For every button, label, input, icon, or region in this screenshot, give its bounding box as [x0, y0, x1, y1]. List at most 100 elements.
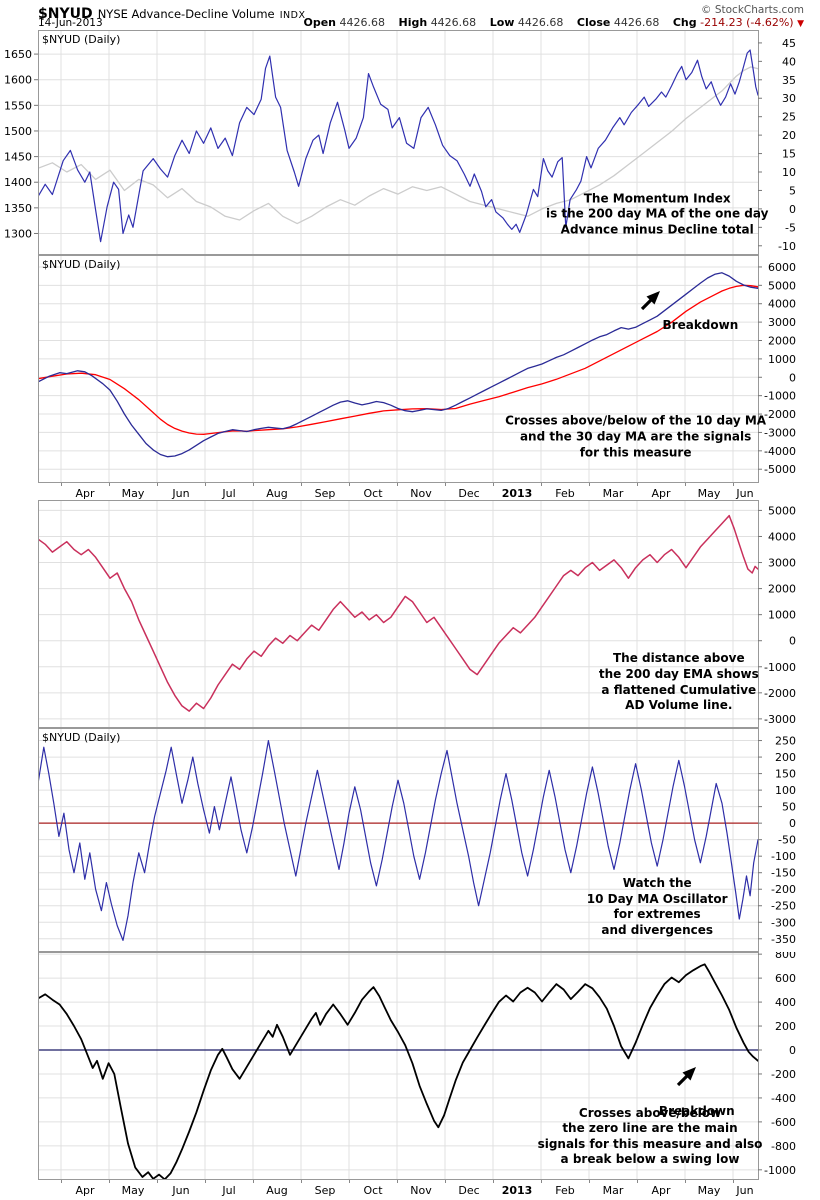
month-label: Sep: [314, 487, 336, 500]
distance-above-200day-ema-line: [38, 514, 758, 712]
right-axis-tick: 5000: [768, 279, 796, 292]
month-tick: [157, 483, 158, 486]
right-axis-tick: -100: [771, 850, 796, 863]
low-label: Low: [489, 16, 515, 29]
right-axis-tick: 2000: [768, 335, 796, 348]
month-label: Jun: [172, 487, 190, 500]
right-axis-tick: 1000: [768, 609, 796, 622]
month-tick: [205, 483, 206, 486]
ad-volume-oscillator-line: [38, 963, 758, 1180]
month-tick: [445, 1180, 446, 1183]
annotation: The distance above the 200 day EMA shows…: [598, 651, 759, 712]
month-label: Nov: [410, 1184, 432, 1197]
left-axis-tick: 1600: [4, 74, 32, 87]
right-axis-tick: 150: [775, 768, 796, 781]
left-axis-tick: 1350: [4, 202, 32, 215]
right-axis-tick: 35: [782, 74, 796, 87]
right-axis-tick: 200: [775, 751, 796, 764]
open-label: Open: [303, 16, 336, 29]
month-tick: [637, 1180, 638, 1183]
right-axis-tick: 0: [789, 1044, 796, 1057]
month-label: Jun: [172, 1184, 190, 1197]
right-axis-tick: 0: [789, 817, 796, 830]
month-label: Oct: [363, 487, 383, 500]
right-axis-tick: 200: [775, 1020, 796, 1033]
right-axis-tick: -2000: [764, 687, 796, 700]
panel-4-label: $NYUD (Daily): [42, 731, 121, 744]
right-axis-tick: 0: [789, 635, 796, 648]
right-axis-tick: 400: [775, 996, 796, 1009]
nyud-index-line: [38, 49, 758, 243]
month-label: Dec: [458, 487, 480, 500]
right-axis-tick: 10: [782, 166, 796, 179]
right-axis-tick: 0: [789, 203, 796, 216]
right-axis-tick: 800: [775, 952, 796, 961]
10-day-ma-line: [38, 272, 758, 458]
high-value: 4426.68: [430, 16, 477, 29]
10-day-ma-oscillator-line: [38, 740, 758, 941]
right-axis-tick: 6000: [768, 261, 796, 274]
panel-2-plot: 6000 5000 4000 3000 2000 1000 0 -1000 -2000 -3000…: [38, 255, 796, 483]
right-axis-tick: 45: [782, 37, 796, 50]
right-axis-tick: -300: [771, 916, 796, 929]
month-label: Jul: [222, 1184, 236, 1197]
right-axis-tick: -1000: [764, 661, 796, 674]
annotation: Watch the 10 Day MA Oscillator for extre…: [586, 876, 728, 937]
high-label: High: [398, 16, 428, 29]
month-tick: [61, 483, 62, 486]
month-label: Mar: [602, 487, 624, 500]
right-axis-tick: 600: [775, 972, 796, 985]
left-axis-tick: 1400: [4, 176, 32, 189]
right-axis-tick: -10: [778, 240, 796, 253]
close-value: 4426.68: [613, 16, 660, 29]
month-tick: [637, 483, 638, 486]
breakdown-arrow-icon: [673, 1062, 699, 1092]
right-axis-tick: -800: [771, 1140, 796, 1153]
month-label: Apr: [75, 487, 95, 500]
month-tick: [253, 1180, 254, 1183]
month-tick: [253, 483, 254, 486]
symbol: $NYUD: [38, 6, 93, 22]
left-axis-tick: 1450: [4, 151, 32, 164]
right-axis-tick: 5: [789, 184, 796, 197]
month-label: Nov: [410, 487, 432, 500]
month-tick: [301, 483, 302, 486]
right-axis-tick: 2000: [768, 583, 796, 596]
right-axis-tick: -3000: [764, 426, 796, 439]
month-tick: [541, 1180, 542, 1183]
x-axis-months: Apr May Jun Jul Aug Sep Oct Nov Dec 2013 Feb Mar Apr…: [0, 1180, 820, 1200]
month-label: Jul: [222, 487, 236, 500]
month-label: May: [121, 487, 145, 500]
chart-date: 14-Jun-2013: [38, 17, 103, 29]
right-axis-tick: 250: [775, 735, 796, 748]
right-axis-tick: 20: [782, 129, 796, 142]
chart-title: $NYUD NYSE Advance-Decline Volume INDX: [38, 3, 305, 22]
right-axis-tick: -600: [771, 1116, 796, 1129]
month-label: Apr: [651, 1184, 671, 1197]
right-axis-tick: 4000: [768, 530, 796, 543]
right-axis-tick: 100: [775, 784, 796, 797]
month-tick: [685, 1180, 686, 1183]
month-tick: [397, 483, 398, 486]
month-label: Feb: [555, 1184, 575, 1197]
month-tick: [397, 1180, 398, 1183]
right-axis-tick: 1000: [768, 353, 796, 366]
stockcharts-credit: © StockCharts.com: [701, 4, 804, 16]
month-tick: [205, 1180, 206, 1183]
left-axis-tick: 1650: [4, 48, 32, 61]
left-axis-tick: 1550: [4, 99, 32, 112]
right-axis-tick: 30: [782, 92, 796, 105]
right-axis-tick: -400: [771, 1092, 796, 1105]
right-axis-tick: -350: [771, 933, 796, 946]
month-label: Apr: [75, 1184, 95, 1197]
right-axis-tick: -4000: [764, 445, 796, 458]
month-tick: [733, 483, 734, 486]
month-tick: [61, 1180, 62, 1183]
right-axis-tick: -50: [778, 834, 796, 847]
month-tick: [109, 483, 110, 486]
month-tick: [445, 483, 446, 486]
chg-down-triangle-icon: ▼: [797, 19, 804, 29]
right-axis-tick: 3000: [768, 557, 796, 570]
left-axis-tick: 1300: [4, 227, 32, 240]
month-tick: [589, 483, 590, 486]
